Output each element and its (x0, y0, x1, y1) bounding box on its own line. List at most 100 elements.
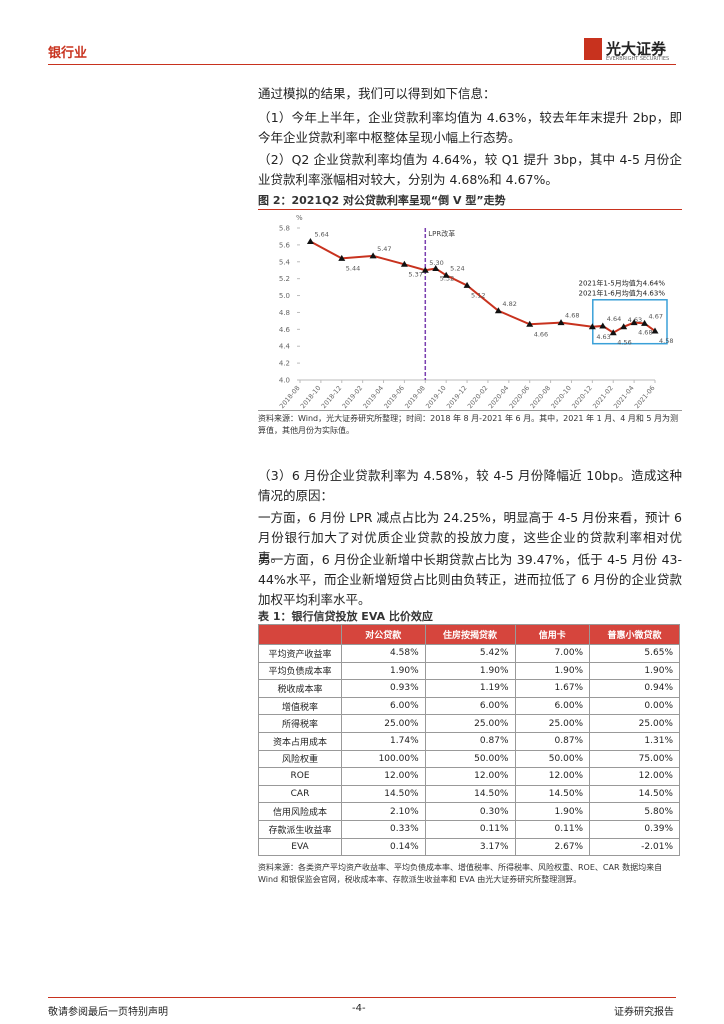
x-tick-label: 2019-04 (361, 384, 385, 410)
data-label: 4.58 (659, 337, 673, 345)
brand-sub: EVERBRIGHT SECURITIES (606, 56, 670, 62)
x-tick-label: 2020-08 (529, 384, 553, 410)
value-cell: 0.94% (589, 679, 680, 698)
table-title: 表 1：银行信贷投放 EVA 比价效应 (258, 610, 433, 623)
value-cell: 0.11% (514, 819, 591, 839)
note: 2021年1-5月均值为4.64% (579, 278, 666, 287)
value-cell: 1.90% (341, 661, 426, 681)
data-label: 4.66 (534, 330, 548, 338)
value-cell: 0.33% (341, 819, 426, 839)
x-tick-label: 2019-12 (445, 384, 469, 410)
x-tick-label: 2021-02 (591, 384, 615, 410)
annotation-text: LPR改革 (428, 229, 455, 238)
data-label: 5.37 (408, 270, 422, 278)
y-tick-label: 5.6 (279, 241, 291, 249)
table-row: CAR 14.50% 14.50% 14.50% 14.50% (258, 784, 680, 804)
value-cell: 6.00% (341, 696, 426, 716)
x-tick-label: 2018-12 (320, 384, 344, 410)
table-row: ROE 12.00% 12.00% 12.00% 12.00% (258, 767, 680, 786)
value-cell: 1.67% (514, 679, 591, 698)
value-cell: 12.00% (341, 767, 426, 786)
value-cell: 0.14% (341, 837, 426, 857)
y-tick-label: 5.0 (279, 292, 290, 300)
y-tick-label: 4.0 (279, 377, 290, 385)
note: 2021年1-6月均值为4.63% (579, 288, 666, 297)
data-label: 5.24 (450, 264, 464, 272)
value-cell: 1.31% (589, 731, 680, 751)
data-label: 4.56 (617, 339, 631, 347)
point-marker (494, 307, 502, 314)
table-row: 平均负债成本率 1.90% 1.90% 1.90% 1.90% (258, 661, 680, 681)
logo-icon (584, 38, 602, 60)
value-cell: 5.80% (589, 802, 680, 821)
value-cell: 14.50% (589, 784, 680, 804)
table-row: 资本占用成本 1.74% 0.87% 0.87% 1.31% (258, 731, 680, 751)
value-cell: 14.50% (424, 784, 516, 804)
row-label: 平均负债成本率 (258, 661, 342, 681)
value-cell: 5.65% (589, 644, 680, 663)
data-label: 4.67 (649, 312, 663, 320)
header-cell: 对公贷款 (341, 624, 426, 645)
value-cell: 6.00% (514, 696, 591, 716)
data-label: 5.47 (377, 245, 391, 253)
x-tick-label: 2019-06 (382, 384, 406, 410)
paragraph: （2）Q2 企业贷款利率均值为 4.64%，较 Q1 提升 3bp，其中 4-5… (258, 152, 682, 187)
row-label: 增值税率 (258, 696, 342, 716)
value-cell: 0.93% (341, 679, 426, 698)
data-label: 4.63 (596, 333, 610, 341)
x-tick-label: 2020-04 (487, 384, 511, 410)
x-tick-label: 2018-08 (278, 384, 302, 410)
point-marker (369, 252, 377, 259)
paragraph: 通过模拟的结果，我们可以得到如下信息： (258, 86, 496, 101)
x-tick-label: 2020-06 (508, 384, 532, 410)
point-marker (557, 319, 565, 326)
point-marker (463, 281, 471, 288)
value-cell: 1.74% (341, 731, 426, 751)
value-cell: 2.10% (341, 802, 426, 821)
table-row: 税收成本率 0.93% 1.19% 1.67% 0.94% (258, 679, 680, 698)
row-label: CAR (258, 784, 342, 804)
value-cell: 12.00% (424, 767, 516, 786)
value-cell: 25.00% (424, 714, 516, 733)
value-cell: 100.00% (341, 749, 426, 769)
value-cell: -2.01% (589, 837, 680, 857)
data-label: 5.64 (314, 231, 328, 239)
table-row: 风险权重 100.00% 50.00% 50.00% 75.00% (258, 749, 680, 769)
x-tick-label: 2019-02 (341, 384, 365, 410)
figure-source: 资料来源：Wind，光大证券研究所整理；时间：2018 年 8 月-2021 年… (258, 414, 679, 435)
header-cell: 住房按揭贷款 (424, 624, 516, 645)
header-rule (48, 64, 676, 65)
point-marker (609, 329, 617, 336)
point-marker (421, 266, 429, 273)
value-cell: 1.19% (424, 679, 516, 698)
value-cell: 25.00% (514, 714, 591, 733)
table-row: 所得税率 25.00% 25.00% 25.00% 25.00% (258, 714, 680, 733)
value-cell: 25.00% (589, 714, 680, 733)
value-cell: 0.87% (514, 731, 591, 751)
figure-rule (258, 209, 682, 210)
value-cell: 6.00% (424, 696, 516, 716)
y-tick-label: 4.4 (279, 343, 291, 351)
y-tick-label: 5.4 (279, 258, 291, 266)
value-cell: 25.00% (341, 714, 426, 733)
y-tick-label: 4.8 (279, 309, 290, 317)
row-label: ROE (258, 767, 342, 786)
value-cell: 4.58% (341, 644, 426, 663)
value-cell: 1.90% (589, 661, 680, 681)
table-row: 平均资产收益率 4.58% 5.42% 7.00% 5.65% (258, 644, 680, 663)
header-cell (258, 624, 342, 645)
table-row: 增值税率 6.00% 6.00% 6.00% 0.00% (258, 696, 680, 716)
series-line (309, 240, 656, 334)
y-unit: % (296, 214, 303, 222)
value-cell: 5.42% (424, 644, 516, 663)
point-marker (588, 323, 596, 330)
data-label: 4.82 (502, 300, 516, 308)
value-cell: 0.11% (424, 819, 516, 839)
value-cell: 14.50% (341, 784, 426, 804)
point-marker (442, 271, 450, 278)
y-tick-label: 5.2 (279, 275, 290, 283)
point-marker (432, 265, 440, 272)
y-tick-label: 5.8 (279, 225, 290, 233)
x-tick-label: 2018-10 (299, 384, 323, 410)
